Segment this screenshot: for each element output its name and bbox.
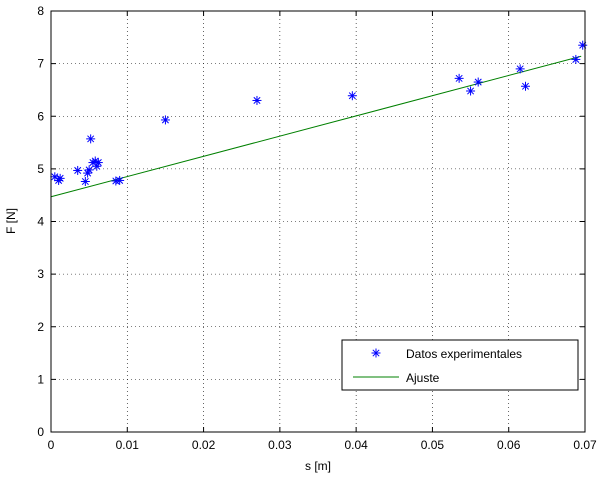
x-tick-label: 0.02 (192, 438, 216, 452)
data-point (92, 161, 102, 171)
y-tick-labels: 0 1 2 3 4 5 6 7 8 (37, 4, 44, 439)
data-point (466, 86, 476, 96)
data-point (578, 40, 588, 50)
x-axis-label: s [m] (305, 459, 331, 473)
data-point (515, 64, 525, 74)
y-tick-label: 7 (37, 57, 44, 71)
y-tick-label: 5 (37, 162, 44, 176)
y-tick-label: 1 (37, 372, 44, 386)
x-tick-label: 0.06 (497, 438, 521, 452)
data-point (473, 77, 483, 87)
y-axis-label: F [N] (4, 208, 18, 234)
y-tick-label: 2 (37, 320, 44, 334)
data-point (93, 158, 103, 168)
data-point (80, 177, 90, 187)
x-tick-label: 0.04 (344, 438, 368, 452)
data-point (252, 95, 262, 105)
data-point (84, 165, 94, 175)
data-point (55, 173, 65, 183)
y-tick-label: 0 (37, 425, 44, 439)
x-tick-label: 0.05 (421, 438, 445, 452)
y-tick-label: 4 (37, 215, 44, 229)
data-point (86, 134, 96, 144)
fit-line (50, 55, 582, 198)
legend-box (341, 339, 579, 391)
data-point (73, 165, 83, 175)
data-point (571, 54, 581, 64)
data-point (347, 91, 357, 101)
data-point (520, 81, 530, 91)
legend-label-ajuste: Ajuste (406, 371, 440, 385)
x-tick-label: 0.07 (573, 438, 597, 452)
y-tick-label: 3 (37, 267, 44, 281)
legend-marker-datos (371, 348, 381, 358)
x-tick-label: 0 (48, 438, 55, 452)
data-point (115, 175, 125, 185)
x-tick-labels: 0 0.01 0.02 0.03 0.04 0.05 0.06 0.07 (48, 438, 597, 452)
legend-asterisk (371, 348, 381, 358)
y-tick-label: 8 (37, 4, 44, 18)
x-tick-label: 0.03 (268, 438, 292, 452)
data-point (454, 73, 464, 83)
fit-layer (50, 55, 582, 198)
x-tick-label: 0.01 (116, 438, 140, 452)
data-point (160, 115, 170, 125)
legend: Datos experimentales Ajuste (341, 339, 579, 391)
legend-label-datos: Datos experimentales (406, 347, 522, 361)
y-tick-label: 6 (37, 109, 44, 123)
ticks (50, 10, 586, 433)
points-layer (50, 40, 588, 187)
